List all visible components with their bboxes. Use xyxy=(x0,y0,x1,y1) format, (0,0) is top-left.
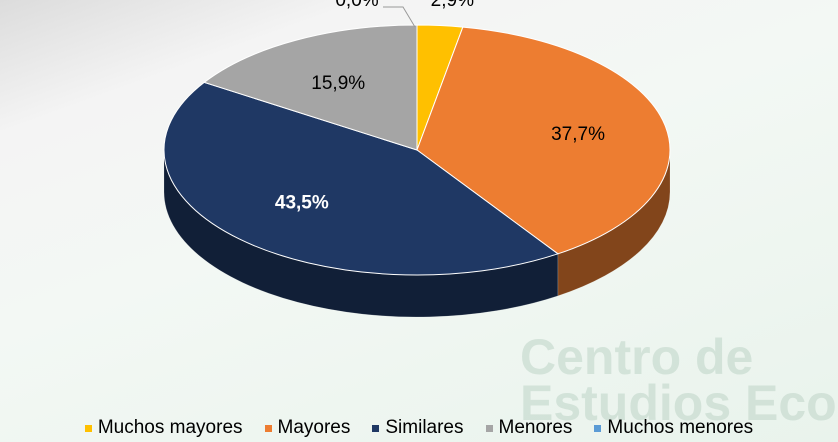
legend-item: Similares xyxy=(372,417,464,439)
watermark: Centro de xyxy=(520,329,754,385)
data-label: 15,9% xyxy=(311,73,365,94)
legend-item: Muchos menores xyxy=(594,417,753,439)
legend: Muchos mayores Mayores Similares Menores Muc… xyxy=(0,417,838,439)
legend-label: Mayores xyxy=(277,417,351,438)
legend-swatch xyxy=(594,424,602,432)
slice xyxy=(203,24,418,151)
legend-swatch xyxy=(84,424,92,432)
leader-line xyxy=(383,6,416,28)
legend-swatch xyxy=(372,424,380,432)
legend-swatch xyxy=(264,424,272,432)
legend-label: Muchos mayores xyxy=(97,417,243,438)
data-label: 37,7% xyxy=(551,124,605,145)
data-label: 2,9% xyxy=(431,0,474,11)
chart: 2,9% 37,7% 43,5% 15,9% 0,0% xyxy=(163,0,671,318)
legend-label: Similares xyxy=(385,417,464,438)
legend-swatch xyxy=(485,424,493,432)
legend-item: Muchos mayores xyxy=(84,417,243,439)
watermark: Estudios Eco xyxy=(520,375,837,431)
legend-item: Menores xyxy=(485,417,573,439)
data-label: 0,0% xyxy=(335,0,378,11)
legend-label: Muchos menores xyxy=(607,417,754,438)
slice xyxy=(163,81,559,276)
slice xyxy=(416,26,671,255)
legend-item: Mayores xyxy=(264,417,351,439)
legend-label: Menores xyxy=(498,417,573,438)
data-label: 43,5% xyxy=(275,193,329,214)
